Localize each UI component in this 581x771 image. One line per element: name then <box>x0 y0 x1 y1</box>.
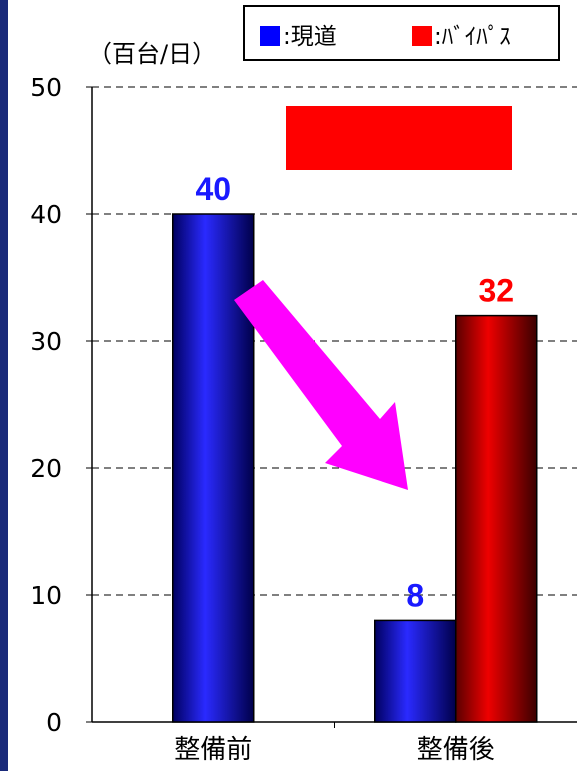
data-label-genmichi-2: 8 <box>406 577 424 613</box>
y-tick-label-0: 0 <box>46 708 62 737</box>
legend-swatch-bypass <box>412 26 432 46</box>
data-label-genmichi-1: 40 <box>195 171 231 207</box>
left-border <box>0 0 8 771</box>
y-tick-label-40: 40 <box>30 200 62 229</box>
bar-genmichi-1 <box>172 213 255 723</box>
data-label-bypass-2: 32 <box>478 273 514 309</box>
legend-swatch-genmichi <box>260 26 280 46</box>
bar-genmichi-2 <box>374 619 457 723</box>
y-tick-label-10: 10 <box>30 581 62 610</box>
decrease-arrow <box>234 280 408 490</box>
y-tick-label-50: 50 <box>30 73 62 102</box>
legend-label-genmichi: :現道 <box>283 24 337 50</box>
y-tick-label-20: 20 <box>30 454 62 483</box>
legend: :現道 :ﾊﾞｲﾊﾟｽ <box>243 5 560 61</box>
x-category-label-2: 整備後 <box>417 735 495 765</box>
legend-label-bypass: :ﾊﾞｲﾊﾟｽ <box>434 24 511 50</box>
labels-layer: 0 10 20 30 40 50 40 整備前 8 32 整備後 <box>30 73 514 765</box>
bar-bypass-2 <box>455 314 538 723</box>
red-callout-box <box>286 106 512 170</box>
y-tick-label-30: 30 <box>30 327 62 356</box>
grid-layer <box>92 86 577 596</box>
legend-box <box>243 5 560 61</box>
y-unit-label: （百台/日） <box>88 40 216 68</box>
x-category-label-1: 整備前 <box>174 735 252 765</box>
